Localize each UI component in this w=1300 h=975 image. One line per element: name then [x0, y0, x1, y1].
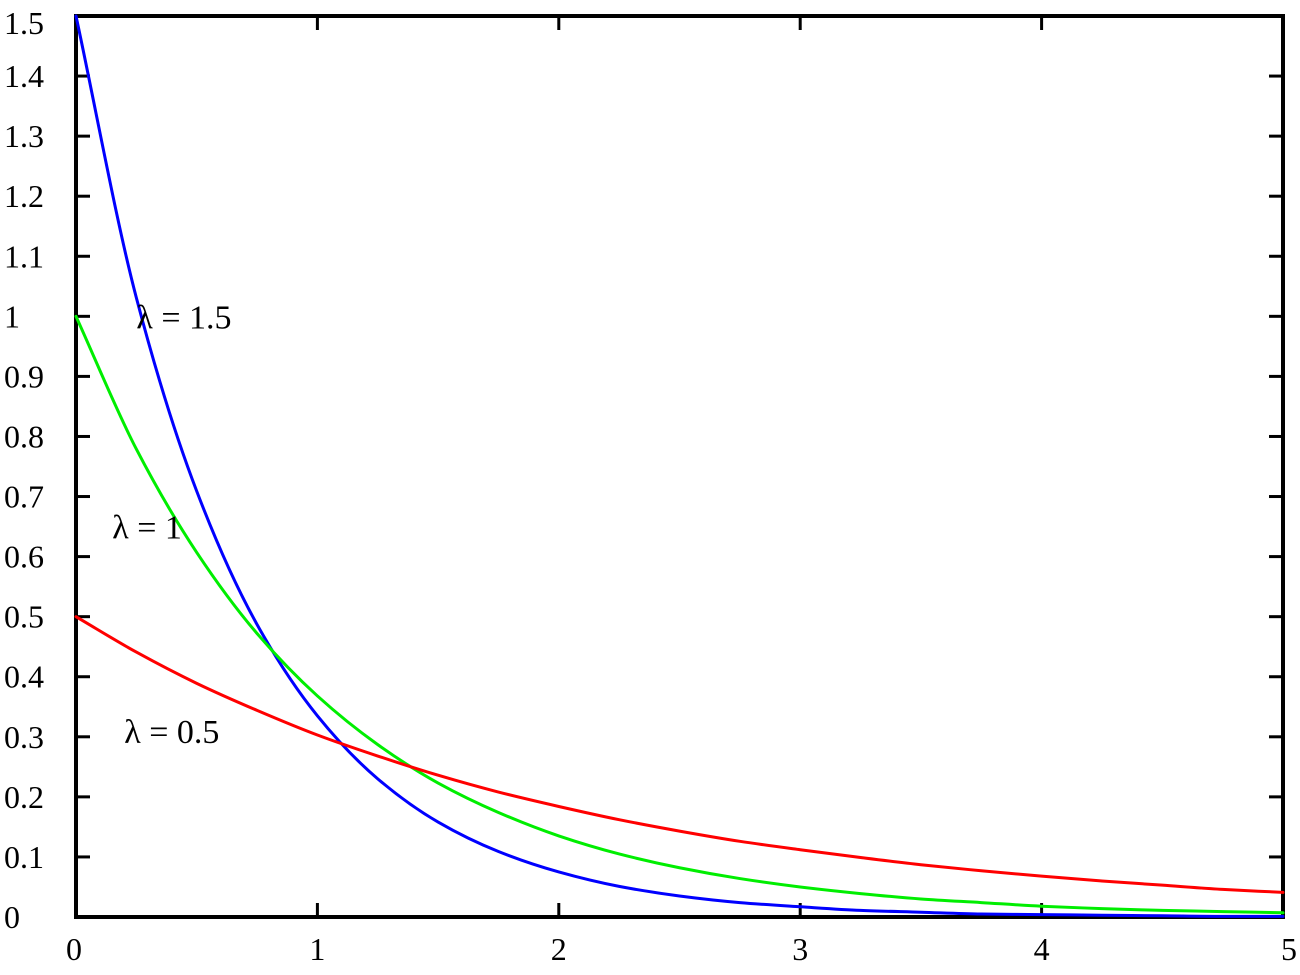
y-tick-label: 0.5: [4, 599, 44, 635]
series-line-1: [74, 14, 1285, 918]
curve-annotation-label: λ = 1.5: [136, 299, 231, 336]
series-line-2: [74, 314, 1285, 915]
y-tick-label: 1.1: [4, 238, 44, 274]
y-tick-label: 0.2: [4, 779, 44, 815]
y-tick-label: 1.2: [4, 178, 44, 214]
y-tick-label: 0.9: [4, 358, 44, 394]
series-line-3: [74, 615, 1285, 894]
y-tick-label: 1.4: [4, 58, 44, 94]
curve-annotation-label: λ = 0.5: [124, 714, 219, 751]
curve-annotations: λ = 1.5 λ = 1 λ = 0.5: [112, 299, 231, 750]
y-tick-label: 1: [4, 298, 20, 334]
curve-annotation-label: λ = 1: [112, 510, 182, 547]
y-tick-label: 0: [4, 899, 20, 935]
y-tick-label: 0.4: [4, 659, 44, 695]
x-tick-label: 1: [309, 931, 325, 967]
y-tick-label: 0.3: [4, 719, 44, 755]
axis-ticks: [74, 14, 1285, 919]
axis-tick-labels: 0 1 2 3 4 5 0 0.1 0.2 0.3 0.4 0.5 0.6 0.7 0.8 0.9 1 1.1 1.…: [4, 5, 1297, 967]
series-layer: [74, 14, 1285, 918]
x-tick-label: 5: [1281, 931, 1297, 967]
x-tick-label: 4: [1034, 931, 1050, 967]
y-tick-label: 0.7: [4, 479, 44, 515]
plot-area-frame: [74, 14, 1285, 919]
x-tick-label: 0: [66, 931, 82, 967]
y-tick-label: 1.3: [4, 118, 44, 154]
y-tick-label: 0.6: [4, 539, 44, 575]
x-tick-label: 2: [551, 931, 567, 967]
y-tick-label: 1.5: [4, 5, 44, 41]
y-tick-label: 0.1: [4, 839, 44, 875]
x-tick-label: 3: [792, 931, 808, 967]
y-tick-label: 0.8: [4, 418, 44, 454]
